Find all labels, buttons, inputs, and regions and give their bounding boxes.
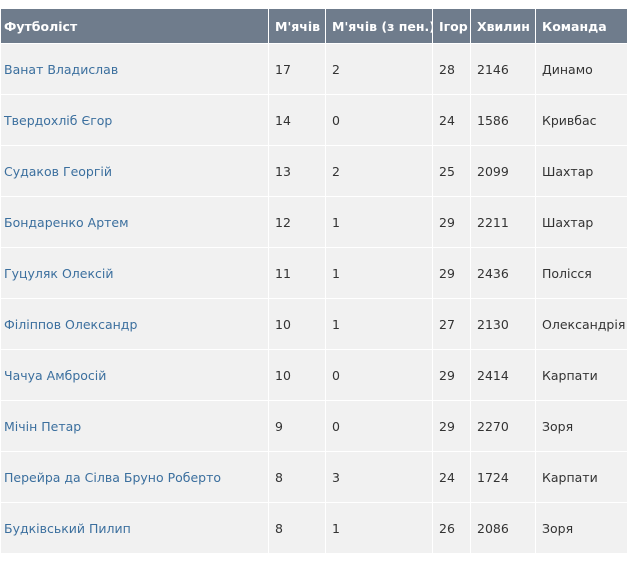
player-row: Бондаренко Артем 12 1 29 2211 Шахтар [0,196,628,248]
stat-cell: Зоря [535,400,628,452]
stat-cell: Динамо [535,43,628,95]
stat-cell: 1 [325,502,433,554]
stat-cell: 0 [325,94,433,146]
player-cell: Бондаренко Артем [0,196,269,248]
stat-cell: 2086 [470,502,536,554]
player-cell: Мічін Петар [0,400,269,452]
player-cell: Судаков Георгій [0,145,269,197]
stat-cell: 8 [268,502,326,554]
player-row: Будківський Пилип 8 1 26 2086 Зоря [0,502,628,554]
stat-cell: 24 [432,94,471,146]
player-cell: Філіппов Олександр [0,298,269,350]
player-name[interactable]: Філіппов Олександр [4,317,138,332]
stat-cell: 27 [432,298,471,350]
player-row: Мічін Петар 9 0 29 2270 Зоря [0,400,628,452]
player-row: Перейра да Сілва Бруно Роберто 8 3 24 1724 Ка… [0,451,628,503]
player-row: Твердохліб Єгор 14 0 24 1586 Кривбас [0,94,628,146]
stat-cell: 1724 [470,451,536,503]
stat-cell: 1 [325,298,433,350]
stat-cell: 8 [268,451,326,503]
stat-cell: Зоря [535,502,628,554]
stat-cell: 1586 [470,94,536,146]
player-row: Філіппов Олександр 10 1 27 2130 Олександрія [0,298,628,350]
stat-cell: 3 [325,451,433,503]
stat-cell: 12 [268,196,326,248]
stat-cell: 26 [432,502,471,554]
player-cell: Твердохліб Єгор [0,94,269,146]
stat-cell: 2146 [470,43,536,95]
player-name[interactable]: Бондаренко Артем [4,215,129,230]
stat-cell: Олександрія [535,298,628,350]
stat-cell: Карпати [535,451,628,503]
stat-cell: 2436 [470,247,536,299]
stat-cell: 1 [325,247,433,299]
stat-cell: 24 [432,451,471,503]
column-header: Футболіст [0,8,269,44]
stat-cell: 1 [325,196,433,248]
stat-cell: 10 [268,298,326,350]
player-name[interactable]: Ванат Владислав [4,62,119,77]
column-header: М'ячів [268,8,326,44]
player-name[interactable]: Гуцуляк Олексій [4,266,114,281]
column-header: Ігор [432,8,471,44]
stat-cell: Шахтар [535,196,628,248]
stat-cell: 13 [268,145,326,197]
player-row: Судаков Георгій 13 2 25 2099 Шахтар [0,145,628,197]
stat-cell: 0 [325,400,433,452]
stat-cell: 17 [268,43,326,95]
column-header: Хвилин [470,8,536,44]
player-cell: Будківський Пилип [0,502,269,554]
stat-cell: 28 [432,43,471,95]
stat-cell: 2 [325,43,433,95]
stat-cell: Кривбас [535,94,628,146]
stat-cell: Карпати [535,349,628,401]
player-name[interactable]: Перейра да Сілва Бруно Роберто [4,470,222,485]
player-cell: Перейра да Сілва Бруно Роберто [0,451,269,503]
player-row: Гуцуляк Олексій 11 1 29 2436 Полісся [0,247,628,299]
stat-cell: 0 [325,349,433,401]
stat-cell: Полісся [535,247,628,299]
player-name[interactable]: Судаков Георгій [4,164,113,179]
player-row: Ванат Владислав 17 2 28 2146 Динамо [0,43,628,95]
scorers-table: Футболіст М'ячів М'ячів (з пен.) Ігор Хвилин… [0,8,628,554]
player-row: Чачуа Амбросій 10 0 29 2414 Карпати [0,349,628,401]
player-cell: Чачуа Амбросій [0,349,269,401]
stat-cell: 2099 [470,145,536,197]
column-header: Команда [535,8,628,44]
player-name[interactable]: Твердохліб Єгор [4,113,113,128]
stat-cell: 25 [432,145,471,197]
player-cell: Гуцуляк Олексій [0,247,269,299]
player-name[interactable]: Мічін Петар [4,419,82,434]
player-name[interactable]: Будківський Пилип [4,521,131,536]
stat-cell: 29 [432,196,471,248]
table-body: Ванат Владислав 17 2 28 2146 Динамо Твердохліб… [0,43,628,554]
stat-cell: 29 [432,400,471,452]
stat-cell: Шахтар [535,145,628,197]
column-header: М'ячів (з пен.) [325,8,433,44]
player-cell: Ванат Владислав [0,43,269,95]
player-name[interactable]: Чачуа Амбросій [4,368,107,383]
stat-cell: 14 [268,94,326,146]
stat-cell: 11 [268,247,326,299]
header-row: Футболіст М'ячів М'ячів (з пен.) Ігор Хвилин… [0,8,628,44]
stat-cell: 2130 [470,298,536,350]
stat-cell: 10 [268,349,326,401]
stat-cell: 2270 [470,400,536,452]
stat-cell: 2211 [470,196,536,248]
stat-cell: 29 [432,349,471,401]
stat-cell: 29 [432,247,471,299]
stat-cell: 2 [325,145,433,197]
stat-cell: 9 [268,400,326,452]
stat-cell: 2414 [470,349,536,401]
